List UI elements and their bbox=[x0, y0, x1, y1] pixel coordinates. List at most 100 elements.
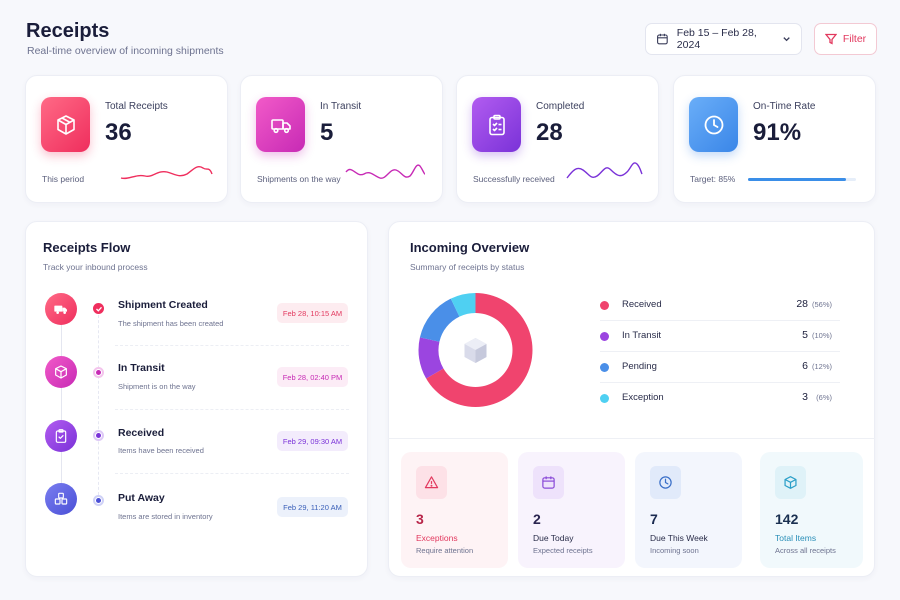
legend-name: Received bbox=[622, 299, 662, 310]
step-status-active bbox=[93, 495, 104, 506]
calendar-icon bbox=[657, 33, 668, 45]
chevron-down-icon bbox=[783, 37, 790, 42]
step-desc: Items are stored in inventory bbox=[118, 512, 213, 521]
date-range-picker[interactable]: Feb 15 – Feb 28, 2024 bbox=[645, 23, 802, 55]
step-icon-shipment-created bbox=[45, 293, 77, 325]
donut-chart bbox=[418, 293, 533, 407]
step-divider bbox=[115, 409, 349, 410]
step-icon-put-away bbox=[45, 483, 77, 515]
step-divider bbox=[115, 473, 349, 474]
legend-dot bbox=[600, 394, 609, 403]
legend-pct: (12%) bbox=[811, 362, 832, 371]
cube-icon bbox=[775, 466, 806, 499]
summary-value: 7 bbox=[650, 511, 658, 527]
sparkline bbox=[120, 165, 213, 180]
stat-card-on-time-rate[interactable]: On-Time Rate 91% Target: 85% bbox=[673, 75, 876, 203]
stat-footnote: Successfully received bbox=[473, 174, 555, 184]
legend-row-received[interactable]: Received 28 (56%) bbox=[600, 295, 832, 315]
stat-card-total-receipts[interactable]: Total Receipts 36 This period bbox=[25, 75, 228, 203]
step-status-done bbox=[93, 303, 104, 314]
page-subtitle: Real-time overview of incoming shipments bbox=[27, 45, 224, 57]
legend-dot bbox=[600, 301, 609, 310]
legend-row-pending[interactable]: Pending 6 (12%) bbox=[600, 357, 832, 377]
clock-icon bbox=[650, 466, 681, 499]
filter-button[interactable]: Filter bbox=[814, 23, 877, 55]
stat-value: 36 bbox=[105, 119, 132, 146]
summary-desc: Require attention bbox=[416, 546, 474, 555]
legend-divider bbox=[600, 320, 840, 321]
stat-footnote: Shipments on the way bbox=[257, 174, 341, 184]
legend-pct: (10%) bbox=[811, 331, 832, 340]
timeline-line bbox=[61, 306, 62, 501]
step-icon-in-transit bbox=[45, 356, 77, 388]
legend-pct: (56%) bbox=[811, 300, 832, 309]
legend-dot bbox=[600, 332, 609, 341]
donut-slice-in-transit[interactable] bbox=[418, 337, 444, 379]
summary-label: Due This Week bbox=[650, 533, 708, 543]
summary-label: Total Items bbox=[775, 533, 817, 543]
step-title: Shipment Created bbox=[118, 299, 208, 311]
alert-icon bbox=[416, 466, 447, 499]
legend-dot bbox=[600, 363, 609, 372]
check-icon bbox=[95, 306, 102, 312]
page-title: Receipts bbox=[26, 20, 110, 42]
stat-footnote: Target: 85% bbox=[690, 174, 736, 184]
stat-card-completed[interactable]: Completed 28 Successfully received bbox=[456, 75, 659, 203]
summary-card-due-today[interactable]: 2 Due Today Expected receipts bbox=[518, 452, 625, 568]
clipboard-check-icon bbox=[55, 429, 67, 443]
stat-label: Completed bbox=[536, 101, 585, 112]
incoming-overview-title: Incoming Overview bbox=[410, 240, 530, 255]
stat-value: 5 bbox=[320, 119, 334, 146]
summary-card-exceptions[interactable]: 3 Exceptions Require attention bbox=[401, 452, 508, 568]
sparkline bbox=[566, 162, 643, 179]
step-time: Feb 28, 10:15 AM bbox=[277, 303, 348, 323]
donut-slice-pending[interactable] bbox=[419, 298, 460, 342]
legend-pct: (6%) bbox=[816, 393, 832, 402]
step-title: Put Away bbox=[118, 492, 165, 504]
step-time: Feb 29, 11:20 AM bbox=[277, 497, 348, 517]
step-time: Feb 28, 02:40 PM bbox=[277, 367, 348, 387]
legend-row-exception[interactable]: Exception 3 (6%) bbox=[600, 388, 832, 408]
box-icon bbox=[55, 365, 67, 379]
stat-label: In Transit bbox=[320, 101, 362, 112]
stat-value: 91% bbox=[753, 119, 802, 146]
summary-value: 142 bbox=[775, 511, 799, 527]
incoming-overview-subtitle: Summary of receipts by status bbox=[410, 262, 525, 272]
step-time: Feb 29, 09:30 AM bbox=[277, 431, 348, 451]
summary-label: Due Today bbox=[533, 533, 574, 543]
step-divider bbox=[115, 345, 349, 346]
legend-name: Exception bbox=[622, 392, 664, 403]
stat-card-in-transit[interactable]: In Transit 5 Shipments on the way bbox=[240, 75, 443, 203]
step-title: In Transit bbox=[118, 362, 165, 374]
filter-icon bbox=[824, 33, 837, 45]
stat-footnote: This period bbox=[42, 174, 85, 184]
summary-card-due-this-week[interactable]: 7 Due This Week Incoming soon bbox=[635, 452, 742, 568]
legend-name: Pending bbox=[622, 361, 657, 372]
truck-icon bbox=[54, 305, 67, 314]
legend-count: 6 bbox=[802, 360, 808, 372]
receipts-flow-subtitle: Track your inbound process bbox=[43, 262, 148, 272]
legend-count: 3 bbox=[802, 391, 808, 403]
stat-value: 28 bbox=[536, 119, 563, 146]
summary-card-total-items[interactable]: 142 Total Items Across all receipts bbox=[760, 452, 863, 568]
summary-desc: Expected receipts bbox=[533, 546, 593, 555]
timeline-dash bbox=[98, 310, 99, 500]
truck-icon bbox=[256, 97, 305, 152]
step-title: Received bbox=[118, 427, 165, 439]
date-range-label: Feb 15 – Feb 28, 2024 bbox=[676, 27, 757, 51]
legend-divider bbox=[600, 351, 840, 352]
summary-label: Exceptions bbox=[416, 533, 458, 543]
donut-slice-exception[interactable] bbox=[450, 293, 476, 317]
clipboard-check-icon bbox=[472, 97, 521, 152]
legend-row-in-transit[interactable]: In Transit 5 (10%) bbox=[600, 326, 832, 346]
on-time-progress-fill bbox=[748, 178, 847, 181]
step-icon-received bbox=[45, 420, 77, 452]
step-desc: The shipment has been created bbox=[118, 319, 224, 328]
donut-slice-received[interactable] bbox=[426, 293, 533, 407]
legend-divider bbox=[600, 382, 840, 383]
legend-count: 5 bbox=[802, 329, 808, 341]
summary-value: 2 bbox=[533, 511, 541, 527]
receipts-flow-panel bbox=[25, 221, 368, 577]
calendar-icon bbox=[533, 466, 564, 499]
